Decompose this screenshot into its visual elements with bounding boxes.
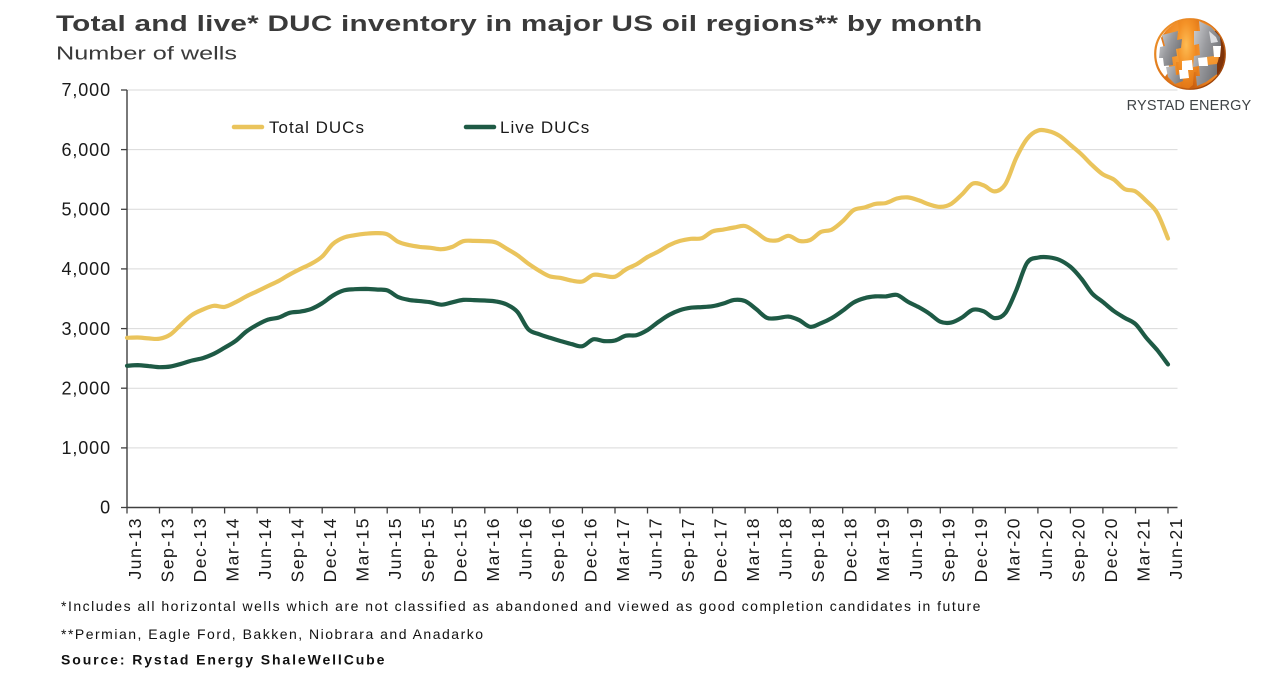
svg-text:2,000: 2,000 bbox=[61, 378, 111, 398]
svg-text:4,000: 4,000 bbox=[61, 259, 111, 279]
svg-text:Mar-21: Mar-21 bbox=[1134, 517, 1154, 581]
svg-text:Dec-13: Dec-13 bbox=[190, 517, 210, 582]
svg-text:Jun-20: Jun-20 bbox=[1036, 517, 1056, 580]
svg-text:Number of wells: Number of wells bbox=[56, 43, 237, 64]
svg-text:Dec-19: Dec-19 bbox=[971, 517, 991, 582]
svg-text:**Permian, Eagle Ford, Bakken,: **Permian, Eagle Ford, Bakken, Niobrara … bbox=[61, 626, 485, 642]
svg-text:Dec-18: Dec-18 bbox=[841, 517, 861, 582]
svg-text:Mar-16: Mar-16 bbox=[483, 517, 503, 581]
svg-text:Dec-14: Dec-14 bbox=[320, 517, 340, 582]
svg-text:Total DUCs: Total DUCs bbox=[269, 118, 365, 137]
svg-text:Sep-17: Sep-17 bbox=[678, 517, 698, 582]
svg-text:Mar-20: Mar-20 bbox=[1003, 517, 1023, 581]
svg-text:Mar-18: Mar-18 bbox=[743, 517, 763, 581]
svg-text:RYSTAD ENERGY: RYSTAD ENERGY bbox=[1127, 98, 1252, 114]
svg-text:Dec-17: Dec-17 bbox=[711, 517, 731, 582]
svg-text:Jun-21: Jun-21 bbox=[1166, 517, 1186, 580]
svg-text:Mar-17: Mar-17 bbox=[613, 517, 633, 581]
svg-text:Jun-16: Jun-16 bbox=[515, 517, 535, 580]
svg-text:Sep-19: Sep-19 bbox=[938, 517, 958, 582]
svg-text:Jun-19: Jun-19 bbox=[906, 517, 926, 580]
svg-text:Sep-13: Sep-13 bbox=[158, 517, 178, 582]
svg-text:Jun-13: Jun-13 bbox=[125, 517, 145, 580]
svg-text:Dec-16: Dec-16 bbox=[580, 517, 600, 582]
svg-text:Sep-16: Sep-16 bbox=[548, 517, 568, 582]
svg-text:Dec-20: Dec-20 bbox=[1101, 517, 1121, 582]
svg-text:6,000: 6,000 bbox=[61, 140, 111, 160]
svg-text:3,000: 3,000 bbox=[61, 319, 111, 339]
svg-text:Jun-14: Jun-14 bbox=[255, 517, 275, 580]
svg-text:Mar-15: Mar-15 bbox=[353, 517, 373, 581]
svg-text:Total and live* DUC inventory: Total and live* DUC inventory in major U… bbox=[56, 11, 983, 36]
svg-text:Sep-20: Sep-20 bbox=[1068, 517, 1088, 582]
svg-text:Sep-18: Sep-18 bbox=[808, 517, 828, 582]
svg-text:1,000: 1,000 bbox=[61, 438, 111, 458]
svg-text:Live DUCs: Live DUCs bbox=[500, 118, 590, 137]
svg-text:Jun-17: Jun-17 bbox=[646, 517, 666, 580]
svg-text:Sep-14: Sep-14 bbox=[288, 517, 308, 582]
svg-text:Mar-19: Mar-19 bbox=[873, 517, 893, 581]
svg-text:0: 0 bbox=[100, 498, 111, 518]
svg-text:Jun-18: Jun-18 bbox=[776, 517, 796, 580]
svg-text:Jun-15: Jun-15 bbox=[385, 517, 405, 580]
svg-text:*Includes all horizontal wells: *Includes all horizontal wells which are… bbox=[61, 598, 982, 614]
svg-text:5,000: 5,000 bbox=[61, 200, 111, 220]
svg-text:Source: Rystad Energy ShaleWel: Source: Rystad Energy ShaleWellCube bbox=[61, 652, 386, 668]
svg-text:Mar-14: Mar-14 bbox=[223, 517, 243, 581]
svg-text:7,000: 7,000 bbox=[61, 80, 111, 100]
svg-text:Sep-15: Sep-15 bbox=[418, 517, 438, 582]
svg-text:Dec-15: Dec-15 bbox=[450, 517, 470, 582]
